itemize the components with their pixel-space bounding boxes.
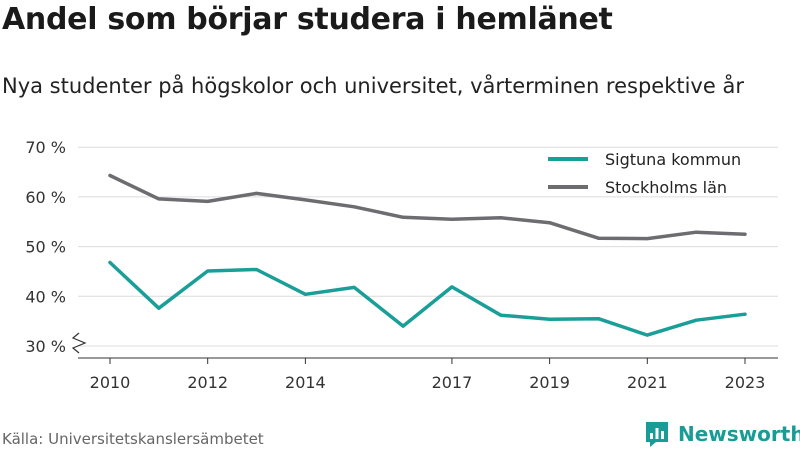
y-tick-label: 30 % [25, 337, 66, 356]
axis-break-mark [71, 332, 87, 354]
data-point [694, 318, 698, 322]
newsworthy-logo-icon [646, 422, 668, 447]
data-point [255, 191, 259, 195]
data-point [255, 267, 259, 271]
legend-swatch-stockholm [548, 185, 588, 189]
y-tick-label: 50 % [25, 238, 66, 257]
legend-label-stockholm: Stockholms län [605, 177, 728, 197]
data-point [450, 285, 454, 289]
x-tick-label: 2023 [725, 373, 766, 392]
x-tick-label: 2010 [90, 373, 131, 392]
brand-name: Newsworthy [678, 422, 800, 446]
data-point [352, 285, 356, 289]
data-point [157, 197, 161, 201]
x-tick-label: 2019 [529, 373, 570, 392]
x-tick-label: 2017 [432, 373, 473, 392]
y-tick-label: 60 % [25, 188, 66, 207]
source-note: Källa: Universitetskanslersämbetet [2, 430, 264, 448]
x-axis: 2010 2012 2014 2017 2019 2021 2023 [71, 332, 778, 392]
data-point [596, 317, 600, 321]
data-point [157, 306, 161, 310]
legend-swatch-sigtuna [548, 157, 588, 161]
data-point [743, 232, 747, 236]
data-point [645, 333, 649, 337]
line-chart: 30 %40 %50 %60 %70 % 2010 2012 2014 2017 201… [25, 138, 778, 392]
data-point [206, 199, 210, 203]
data-point [450, 217, 454, 221]
data-point [548, 317, 552, 321]
brand-logo[interactable]: Newsworthy [644, 420, 800, 448]
data-point [108, 261, 112, 265]
data-point [401, 324, 405, 328]
legend: Sigtuna kommun Stockholms län [548, 145, 741, 201]
y-tick-label: 70 % [25, 138, 66, 157]
series-lines [108, 173, 747, 337]
legend-item-stockholm: Stockholms län [548, 173, 741, 201]
data-point [499, 216, 503, 220]
data-point [206, 269, 210, 273]
x-tick-label: 2014 [285, 373, 326, 392]
data-point [401, 215, 405, 219]
data-point [352, 205, 356, 209]
grid-lines [78, 146, 778, 347]
y-axis-ticks: 30 % 40 % 50 % 60 % 70 % [25, 138, 66, 356]
data-point [499, 313, 503, 317]
data-point [548, 221, 552, 225]
y-tick-label: 40 % [25, 287, 66, 306]
chart-subtitle: Nya studenter på högskolor och universit… [2, 74, 744, 98]
chart-title: Andel som börjar studera i hemlänet [2, 2, 613, 37]
data-point [645, 237, 649, 241]
data-point [303, 292, 307, 296]
legend-item-sigtuna: Sigtuna kommun [548, 145, 741, 173]
series-line-sigtuna [108, 260, 747, 337]
data-point [694, 230, 698, 234]
data-point [596, 236, 600, 240]
data-point [743, 312, 747, 316]
data-point [303, 198, 307, 202]
x-tick-label: 2012 [187, 373, 228, 392]
data-point [108, 174, 112, 178]
series-line-stockholm [108, 173, 747, 241]
legend-label-sigtuna: Sigtuna kommun [605, 149, 742, 169]
x-tick-label: 2021 [627, 373, 668, 392]
